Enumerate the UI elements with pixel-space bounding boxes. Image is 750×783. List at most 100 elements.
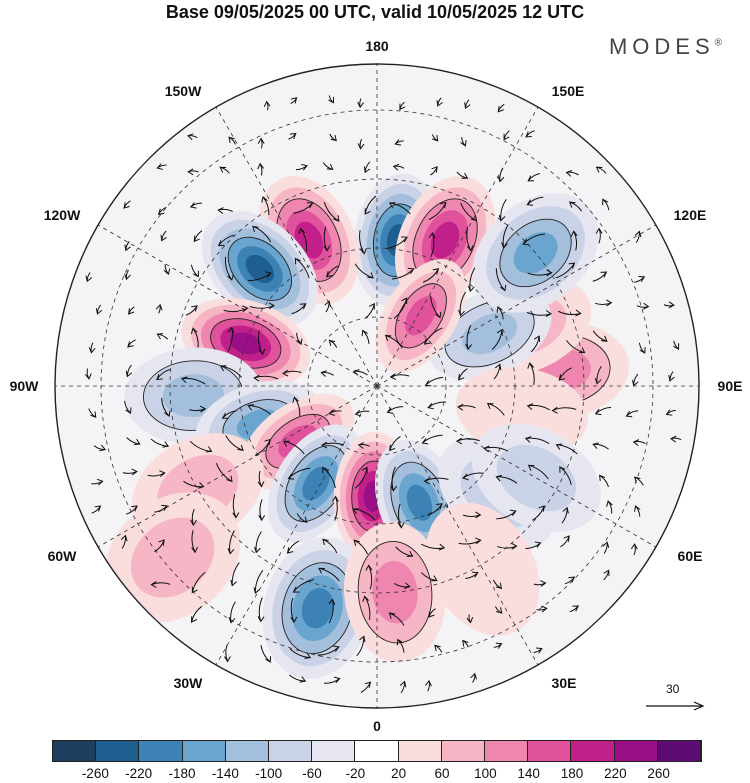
colorbar-swatch [139,741,183,761]
latitude-circle [307,316,447,456]
wind-arrow [455,437,480,445]
wind-arrow [592,442,609,450]
wind-arrow [190,605,203,623]
wind-arrow [364,195,377,215]
wind-arrow [561,506,569,524]
wind-arrow [124,400,132,415]
wind-arrow [88,342,96,354]
wind-arrow [492,579,503,590]
wind-arrow [533,647,543,654]
wind-arrow [161,397,171,418]
wind-arrow [323,226,331,252]
wind-arrow [595,166,607,174]
wind-arrow [397,503,405,529]
colorbar-swatch [312,741,356,761]
wind-arrow [384,334,403,349]
wind-arrow [559,466,572,486]
polar-map [54,63,700,709]
wind-arrow [190,508,197,527]
colorbar-tick-label: -260 [81,766,109,781]
wind-arrow [606,500,613,514]
wind-arrow [527,362,535,385]
wind-arrow [322,162,334,171]
wind-arrow [320,441,345,449]
wind-arrow [360,681,372,693]
colorbar-swatch [225,741,270,761]
wind-arrow [532,505,545,521]
lon-label-90e: 90E [717,378,743,394]
colorbar-swatch [269,741,313,761]
wind-arrow [598,474,610,488]
anomaly-contour [462,312,518,355]
wind-arrow [496,509,517,520]
lon-label-150w: 150W [164,83,202,99]
wind-arrow [551,406,577,414]
colorbar-tick-label: 60 [434,766,450,781]
wind-arrow [354,466,368,489]
wind-arrow [288,132,297,140]
wind-arrow [257,470,265,488]
wind-arrow [424,376,444,387]
wind-arrow [282,369,302,377]
wind-arrow [525,541,542,550]
wind-arrow [428,201,447,220]
wind-arrow [318,567,340,582]
wind-arrow [253,569,264,594]
colorbar-swatch [182,741,226,761]
wind-arrow [359,229,367,255]
wind-arrow [93,444,107,452]
wind-arrow [155,303,163,314]
meridian-line [376,106,539,387]
lon-label-180: 180 [365,38,389,54]
wind-arrow [533,580,547,587]
wind-arrow [253,374,279,382]
wind-arrow [557,309,582,317]
wind-arrow [595,227,603,244]
reference-vector-label: 30 [666,682,680,696]
colorbar-swatch [571,741,615,761]
wind-arrow [224,256,234,281]
meridian-line [376,224,657,387]
wind-arrow [247,404,271,415]
wind-arrow [423,477,449,485]
wind-arrow [494,606,503,614]
wind-arrow [186,133,198,141]
wind-arrow [254,438,271,456]
wind-arrow [320,370,334,377]
wind-arrow [434,644,443,653]
wind-arrow [126,437,141,445]
reference-vector: 30 [640,680,710,720]
wind-arrow [465,571,479,580]
wind-arrow [638,342,646,354]
wind-arrow [352,369,368,376]
wind-arrow [298,227,308,252]
wind-arrow [389,435,401,452]
wind-arrow [423,327,443,345]
wind-arrow [294,257,310,279]
wind-arrow [530,335,541,353]
lon-label-0: 0 [373,718,381,734]
colorbar-tick-label: 100 [474,766,497,781]
wind-arrow [329,133,337,142]
wind-arrow [227,530,235,555]
wind-vectors [84,95,682,694]
wind-arrow [393,582,411,590]
lon-label-60w: 60W [47,548,77,564]
wind-arrow [592,330,608,342]
lon-label-30w: 30W [173,675,203,691]
wind-arrow [150,581,171,589]
wind-arrow [555,262,576,279]
colorbar-tick-label: 140 [517,766,540,781]
wind-arrow [147,470,166,478]
wind-arrow [430,295,442,319]
wind-arrow [357,138,365,150]
wind-arrow [293,202,314,214]
wind-arrow [428,231,436,258]
wind-arrow [566,340,586,354]
wind-arrow [389,373,410,381]
wind-arrow [125,505,138,515]
wind-arrow [154,504,168,513]
wind-arrow [365,564,373,590]
wind-arrow [536,605,548,613]
wind-arrow [123,200,131,209]
